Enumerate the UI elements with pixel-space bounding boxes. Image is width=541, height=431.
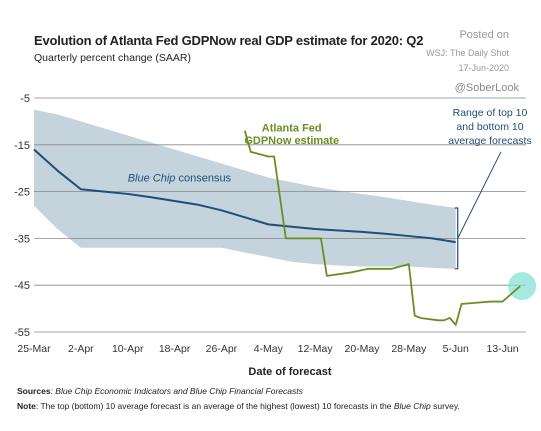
gdpnow-label-line2: GDPNow estimate (244, 135, 339, 147)
range-label-line: and bottom 10 (456, 121, 523, 133)
x-tick-label: 28-May (391, 343, 427, 355)
gdpnow-estimate-line (243, 130, 521, 326)
x-tick-label: 20-May (344, 343, 380, 355)
range-label-line: Range of top 10 (453, 107, 528, 119)
blue-chip-italic: Blue Chip (128, 172, 179, 184)
sources-label: Sources (17, 386, 51, 396)
blue-chip-consensus-line (33, 148, 456, 244)
credit-date: 17-Jun-2020 (458, 63, 509, 73)
range-pointer (457, 151, 502, 239)
x-tick-label: 12-May (298, 343, 334, 355)
footer-note: Note: The top (bottom) 10 average foreca… (17, 401, 460, 411)
x-tick-label: 2-Apr (68, 343, 94, 355)
credit-source: WSJ: The Daily Shot (426, 48, 509, 58)
y-tick-label: -25 (14, 187, 30, 199)
note-text-1: : The top (bottom) 10 average forecast i… (35, 401, 394, 411)
y-tick-label: -55 (14, 327, 30, 339)
sources-text: : Blue Chip Economic Indicators and Blue… (50, 386, 303, 396)
chart-subtitle: Quarterly percent change (SAAR) (34, 52, 191, 64)
x-tick-label: 25-Mar (17, 343, 51, 355)
footer-sources: Sources: Blue Chip Economic Indicators a… (17, 386, 303, 396)
x-tick-label: 4-May (254, 343, 284, 355)
x-tick-label: 18-Apr (159, 343, 191, 355)
credit-posted: Posted on (459, 29, 509, 41)
y-tick-label: -5 (20, 93, 30, 105)
note-text-2: survey. (430, 401, 460, 411)
range-label-line: average forecasts (448, 135, 531, 147)
blue-chip-label: Blue Chip consensus (128, 172, 232, 184)
x-tick-label: 5-Jun (443, 343, 469, 355)
blue-chip-rest: consensus (178, 172, 231, 184)
x-tick-label: 13-Jun (487, 343, 519, 355)
latest-estimate-highlight (508, 272, 537, 301)
x-tick-label: 26-Apr (206, 343, 238, 355)
chart-title: Evolution of Atlanta Fed GDPNow real GDP… (34, 33, 424, 48)
credit-handle: @SoberLook (454, 82, 519, 94)
y-tick-label: -15 (14, 140, 30, 152)
note-label: Note (17, 401, 36, 411)
gdpnow-label-line1: Atlanta Fed (262, 123, 322, 135)
forecast-range-band (34, 109, 456, 269)
note-text-italic: Blue Chip (393, 401, 431, 411)
y-tick-label: -45 (14, 280, 30, 292)
x-tick-label: 10-Apr (112, 343, 144, 355)
x-axis-label: Date of forecast (248, 366, 331, 378)
y-tick-label: -35 (14, 233, 30, 245)
